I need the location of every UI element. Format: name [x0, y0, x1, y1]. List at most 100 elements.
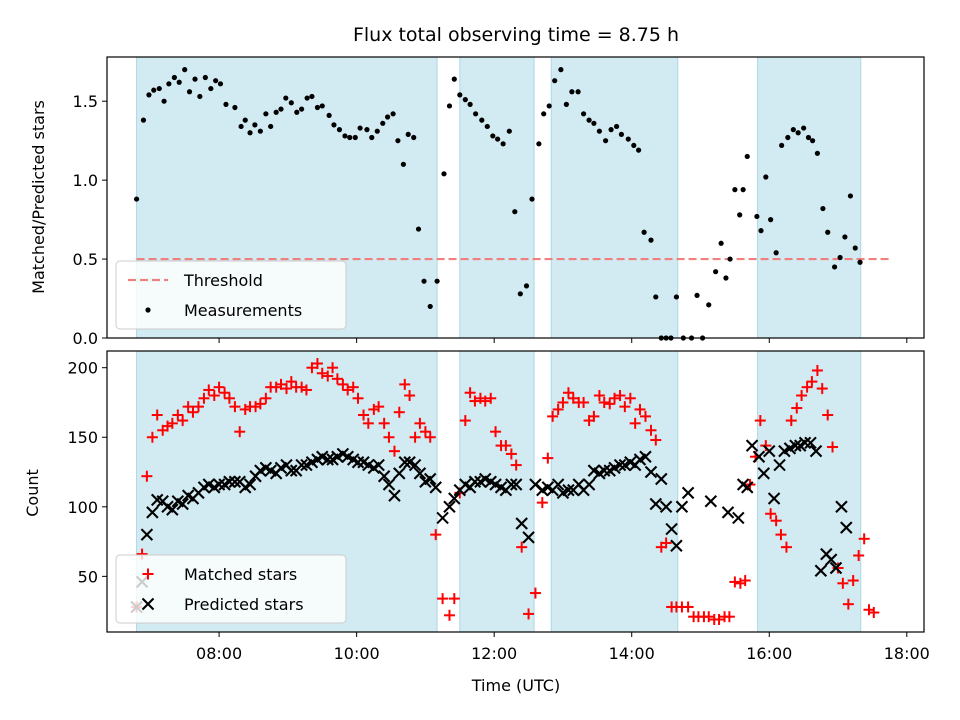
measurement-point-104 [706, 302, 712, 308]
predicted-point-110 [741, 481, 754, 494]
measurement-point-80 [569, 89, 575, 95]
matched-point-3 [146, 431, 158, 443]
matched-point-134 [832, 562, 844, 574]
matched-point-94 [624, 392, 636, 404]
matched-point-71 [500, 440, 512, 452]
predicted-point-74-b [515, 517, 528, 530]
matched-point-19 [229, 401, 241, 413]
matched-point-133 [827, 441, 839, 453]
measurement-point-87 [608, 127, 614, 133]
x-tick-label-2: 12:00 [471, 644, 517, 663]
measurement-point-64 [479, 117, 485, 123]
predicted-point-67-b [478, 472, 492, 486]
matched-point-128 [801, 381, 813, 393]
measurement-point-131 [847, 193, 854, 199]
predicted-point-122-b [804, 436, 817, 450]
measurement-point-66 [490, 133, 496, 139]
predicted-point-128-b [835, 500, 848, 514]
ratio-panel: 0.0 0.5 1.0 1.5 Matched/Predicted stars Thr… [29, 56, 925, 348]
predicted-point-55 [413, 467, 427, 480]
measurement-point-133 [857, 259, 863, 265]
measurement-point-49 [395, 138, 401, 144]
matched-point-35 [311, 358, 323, 370]
matched-point-119 [754, 415, 766, 427]
measurement-point-60 [457, 92, 463, 98]
matched-point-50 [388, 445, 400, 457]
predicted-point-14-b [202, 478, 216, 491]
matched-point-64 [464, 387, 476, 399]
predicted-point-25-b [259, 461, 273, 475]
matched-point-109 [703, 611, 715, 623]
predicted-point-48-b [377, 469, 391, 483]
measurement-point-11 [192, 76, 198, 82]
y-tick-label-3: 1.5 [73, 92, 98, 111]
predicted-point-32-b [295, 458, 308, 472]
measurement-point-123 [805, 134, 812, 141]
measurement-point-23 [257, 128, 263, 134]
predicted-point-49-b [382, 478, 396, 491]
measurement-point-34 [314, 104, 321, 111]
measurement-point-102 [694, 292, 700, 298]
matched-point-48 [378, 417, 390, 429]
bottom-y-axis-label: Count [23, 469, 42, 517]
predicted-point-129 [840, 521, 853, 534]
predicted-point-110-b [741, 481, 754, 494]
measurement-point-31 [299, 106, 305, 112]
predicted-point-126 [824, 553, 838, 566]
predicted-point-92 [613, 458, 627, 472]
predicted-point-30 [285, 464, 298, 477]
shaded-interval-1 [459, 56, 535, 339]
matched-point-138 [853, 549, 865, 561]
measurement-point-19 [238, 123, 244, 130]
matched-point-10 [182, 401, 194, 413]
predicted-point-72 [505, 478, 518, 491]
predicted-point-59 [436, 511, 449, 525]
measurement-point-73 [529, 196, 535, 202]
predicted-point-107-b [721, 506, 735, 519]
x-tick-label-1: 10:00 [334, 644, 380, 663]
y-tick-label-1: 0.5 [73, 250, 98, 269]
matched-point-126 [791, 402, 803, 414]
matched-point-68 [485, 392, 497, 404]
measurement-point-58 [446, 103, 453, 109]
measurement-point-48 [390, 111, 396, 117]
matched-point-89 [598, 396, 610, 408]
predicted-point-108-b [732, 511, 745, 525]
predicted-point-123 [809, 444, 823, 458]
predicted-point-116 [773, 458, 786, 472]
shaded-interval-3 [757, 350, 862, 633]
bottom-axis-ticks: 50 100 150 200 08:00 10:00 12:00 14:00 16:00 18:0… [67, 359, 929, 663]
predicted-point-119 [789, 439, 802, 452]
matched-point-124 [780, 541, 792, 553]
predicted-point-18 [223, 475, 236, 489]
matched-point-36 [316, 367, 328, 379]
measurement-point-116 [768, 217, 774, 223]
legend-swatch-1 [145, 307, 151, 313]
measurement-point-99 [673, 294, 680, 300]
predicted-point-7 [166, 503, 179, 516]
measurement-point-4 [156, 85, 162, 92]
predicted-point-63-b [459, 478, 472, 491]
predicted-point-6-b [161, 500, 174, 514]
matched-point-37 [322, 370, 334, 382]
matched-point-78 [542, 452, 554, 464]
matched-point-122 [770, 515, 782, 527]
matched-point-74 [516, 541, 528, 553]
bottom-legend: Matched stars Predicted stars [115, 554, 347, 624]
top-y-axis-label: Matched/Predicted stars [29, 100, 48, 294]
predicted-point-4-b [150, 493, 164, 507]
measurement-point-111 [740, 187, 746, 193]
measurement-point-37 [331, 122, 337, 128]
measurement-point-114 [758, 228, 764, 234]
predicted-point-119-b [789, 439, 802, 452]
matched-point-24 [254, 398, 266, 410]
measurement-point-25 [268, 123, 274, 130]
measurement-point-50 [400, 161, 407, 167]
predicted-point-114-b [763, 444, 776, 458]
predicted-point-9 [176, 497, 189, 511]
matched-point-53 [404, 390, 416, 402]
matched-point-11 [187, 406, 199, 418]
matched-point-12 [192, 401, 204, 413]
predicted-point-115 [767, 492, 781, 505]
predicted-point-74 [515, 517, 528, 530]
